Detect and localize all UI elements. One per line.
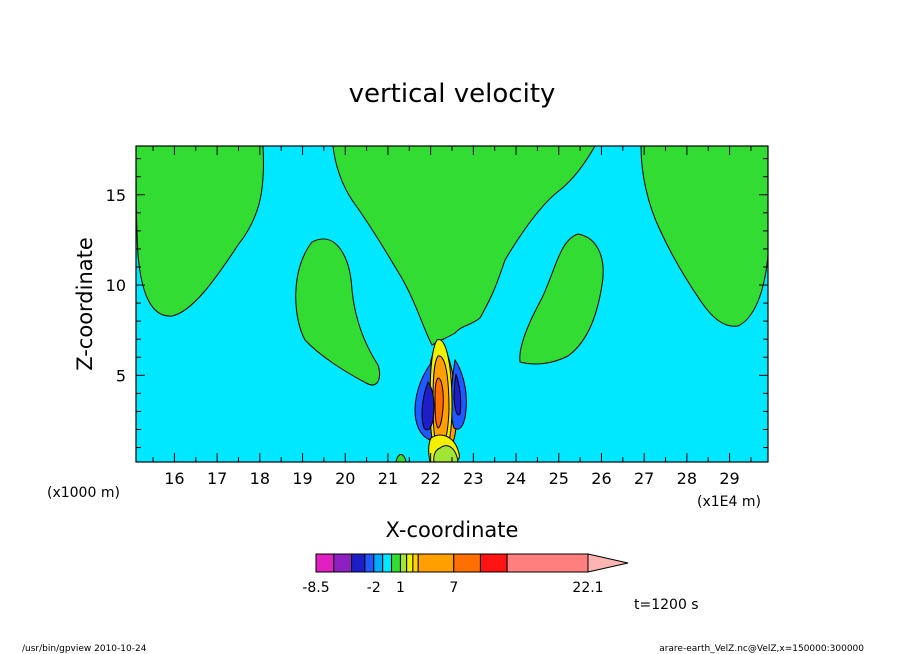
- x-ticks: 16 17 18 19 20 21 22 23 24 25 26 27 28 29: [152, 146, 752, 488]
- colorbar-level: [351, 553, 366, 573]
- x-tick-label: 23: [463, 469, 483, 488]
- x-tick-label: 16: [164, 469, 184, 488]
- y-axis-unit: (x1000 m): [47, 485, 120, 501]
- y-tick-label: 15: [106, 186, 126, 205]
- footer-left: /usr/bin/gpview 2010-10-24: [22, 644, 147, 654]
- x-tick-label: 21: [378, 469, 398, 488]
- colorbar-tick-label: -2: [367, 580, 381, 596]
- x-tick-label: 26: [591, 469, 611, 488]
- green-plume-center: [332, 145, 596, 346]
- x-tick-label: 28: [677, 469, 697, 488]
- x-tick-label: 29: [719, 469, 739, 488]
- x-axis-label: X-coordinate: [386, 518, 519, 542]
- x-tick-label: 22: [420, 469, 440, 488]
- plot-area: 16 17 18 19 20 21 22 23 24 25 26 27 28 29 5 10 15: [106, 145, 769, 488]
- x-tick-label: 24: [506, 469, 526, 488]
- y-ticks: 5 10 15: [106, 158, 768, 449]
- colorbar-level: [333, 553, 353, 573]
- colorbar-level: [479, 553, 508, 573]
- time-label: t=1200 s: [634, 597, 699, 613]
- x-tick-label: 25: [549, 469, 569, 488]
- footer-right: arare-earth_VelZ.nc@VelZ,x=150000:300000: [659, 644, 864, 654]
- colorbar-level: [506, 553, 589, 573]
- x-tick-label: 19: [292, 469, 312, 488]
- x-tick-label: 27: [634, 469, 654, 488]
- colorbar-level: [406, 553, 414, 573]
- green-plume-right: [640, 145, 769, 327]
- colorbar-level: [453, 553, 481, 573]
- contour-regions: [135, 145, 769, 463]
- downdraft-left-core: [421, 380, 435, 431]
- updraft-inner-red: [434, 377, 444, 429]
- x-tick-label: 17: [207, 469, 227, 488]
- x-tick-label: 20: [335, 469, 355, 488]
- green-blob-right: [519, 233, 604, 365]
- colorbar-level: [391, 553, 401, 573]
- green-blob-left: [295, 238, 381, 386]
- downdraft-right-core: [453, 373, 462, 416]
- colorbar-level: [373, 553, 384, 573]
- colorbar-level: [364, 553, 375, 573]
- colorbar-level: [382, 553, 393, 573]
- y-axis-label: Z-coordinate: [73, 237, 97, 371]
- y-tick-label: 5: [116, 366, 126, 385]
- y-tick-label: 10: [106, 276, 126, 295]
- colorbar-level: [399, 553, 408, 573]
- colorbar-tick-label: -8.5: [302, 580, 329, 596]
- colorbar-tick-label: 22.1: [572, 580, 603, 596]
- x-axis-unit: (x1E4 m): [697, 494, 761, 510]
- colorbar-level: [412, 553, 419, 573]
- green-plume-left: [135, 145, 264, 317]
- colorbar-level: [417, 553, 455, 573]
- colorbar-level: [315, 553, 335, 573]
- colorbar: -8.5 -2 1 7 22.1: [302, 553, 629, 596]
- chart-title: vertical velocity: [349, 79, 556, 109]
- colorbar-tick-label: 7: [449, 580, 458, 596]
- colorbar-extend-arrow: [587, 553, 629, 573]
- colorbar-tick-label: 1: [396, 580, 405, 596]
- x-tick-label: 18: [250, 469, 270, 488]
